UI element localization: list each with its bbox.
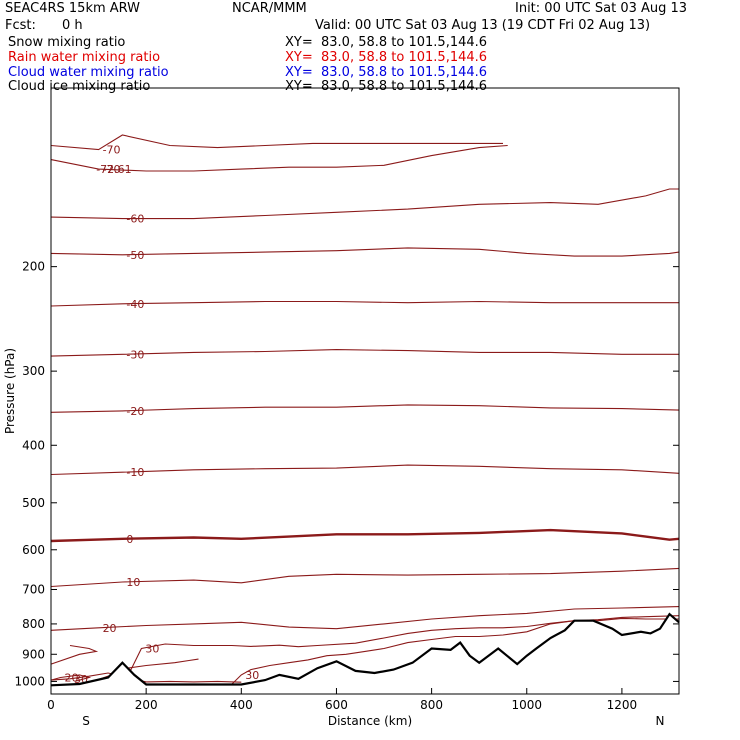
y-tick-label: 200 [22, 260, 45, 274]
isotherm-line [50, 528, 680, 543]
extremum-label: -72.61 [96, 163, 131, 176]
org-title: NCAR/MMM [232, 1, 307, 16]
isotherm-label: -20 [126, 405, 144, 418]
init-time: Init: 00 UTC Sat 03 Aug 13 [515, 1, 688, 16]
isotherm-label: -30 [126, 348, 144, 361]
isotherm-line [50, 134, 503, 151]
isotherm-line [50, 404, 680, 413]
isotherm-label: -50 [126, 249, 144, 262]
isotherm-label: 20 [65, 672, 79, 685]
y-tick-label: 600 [22, 543, 45, 557]
valid-time: Valid: 00 UTC Sat 03 Aug 13 (19 CDT Fri … [315, 18, 651, 33]
isotherm-line [50, 188, 679, 220]
field-name-cloudwater: Cloud water mixing ratio [8, 65, 169, 80]
isotherm-label: -60 [126, 213, 144, 226]
y-tick-label: 1000 [14, 674, 45, 688]
field-xy-rain: XY= 83.0, 58.8 to 101.5,144.6 [285, 50, 488, 65]
y-tick-label: 300 [22, 364, 45, 378]
x-tick-label: 400 [230, 698, 253, 712]
field-xy-cloudwater: XY= 83.0, 58.8 to 101.5,144.6 [285, 65, 488, 80]
fcst-label: Fcst: [5, 18, 36, 33]
terrain-line [50, 612, 680, 687]
terrain-fill [51, 614, 679, 694]
isotherm-line [50, 300, 679, 307]
terrain-layer [50, 612, 680, 694]
isotherm-label: -10 [126, 466, 144, 479]
y-tick-label: 500 [22, 496, 45, 510]
isotherm-label: 20 [103, 622, 117, 635]
x-tick-label: 800 [420, 698, 443, 712]
x-tick-label: 0 [47, 698, 55, 712]
x-tick-label: 600 [325, 698, 348, 712]
isotherm-label: 0 [126, 533, 133, 546]
y-tick-label: 900 [22, 647, 45, 661]
isotherm-line [50, 247, 680, 257]
x-tick-label: 200 [135, 698, 158, 712]
x-tick-label: 1200 [607, 698, 638, 712]
isotherm-line [50, 644, 99, 665]
isotherm-line [50, 674, 92, 682]
isotherm-label: 10 [126, 576, 140, 589]
south-end-label: S [82, 714, 90, 728]
isotherm-contours: -70-70-60-50-40-30-20-10010203030303020-… [50, 134, 680, 690]
y-axis-title: Pressure (hPa) [3, 348, 17, 434]
y-tick-label: 700 [22, 583, 45, 597]
isotherm-line [50, 606, 680, 631]
isotherm-line [50, 349, 679, 357]
field-xy-snow: XY= 83.0, 58.8 to 101.5,144.6 [285, 35, 488, 50]
field-name-snow: Snow mixing ratio [8, 35, 126, 50]
field-name-cloudice: Cloud ice mixing ratio [8, 79, 151, 94]
field-name-rain: Rain water mixing ratio [8, 50, 161, 65]
x-axis-title: Distance (km) [328, 714, 412, 728]
isotherm-label: -70 [103, 144, 121, 157]
isotherm-label: -40 [126, 298, 144, 311]
isotherm-label: -70 [103, 163, 121, 176]
axis-ticks: 0 200 400 600 800 1000 12002003004005006007008… [14, 260, 679, 712]
isotherm-label: 30 [145, 642, 159, 655]
isotherm-label: 30 [245, 669, 259, 682]
y-tick-label: 400 [22, 438, 45, 452]
isotherm-line [50, 144, 508, 172]
field-xy-cloudice: XY= 83.0, 58.8 to 101.5,144.6 [285, 79, 488, 94]
model-title: SEAC4RS 15km ARW [5, 1, 141, 16]
isotherm-line [50, 567, 680, 588]
y-tick-label: 800 [22, 617, 45, 631]
x-tick-label: 1000 [511, 698, 542, 712]
plot-frame [50, 87, 680, 695]
isotherm-line [50, 464, 680, 476]
fcst-value: 0 h [62, 18, 83, 33]
north-end-label: N [656, 714, 665, 728]
